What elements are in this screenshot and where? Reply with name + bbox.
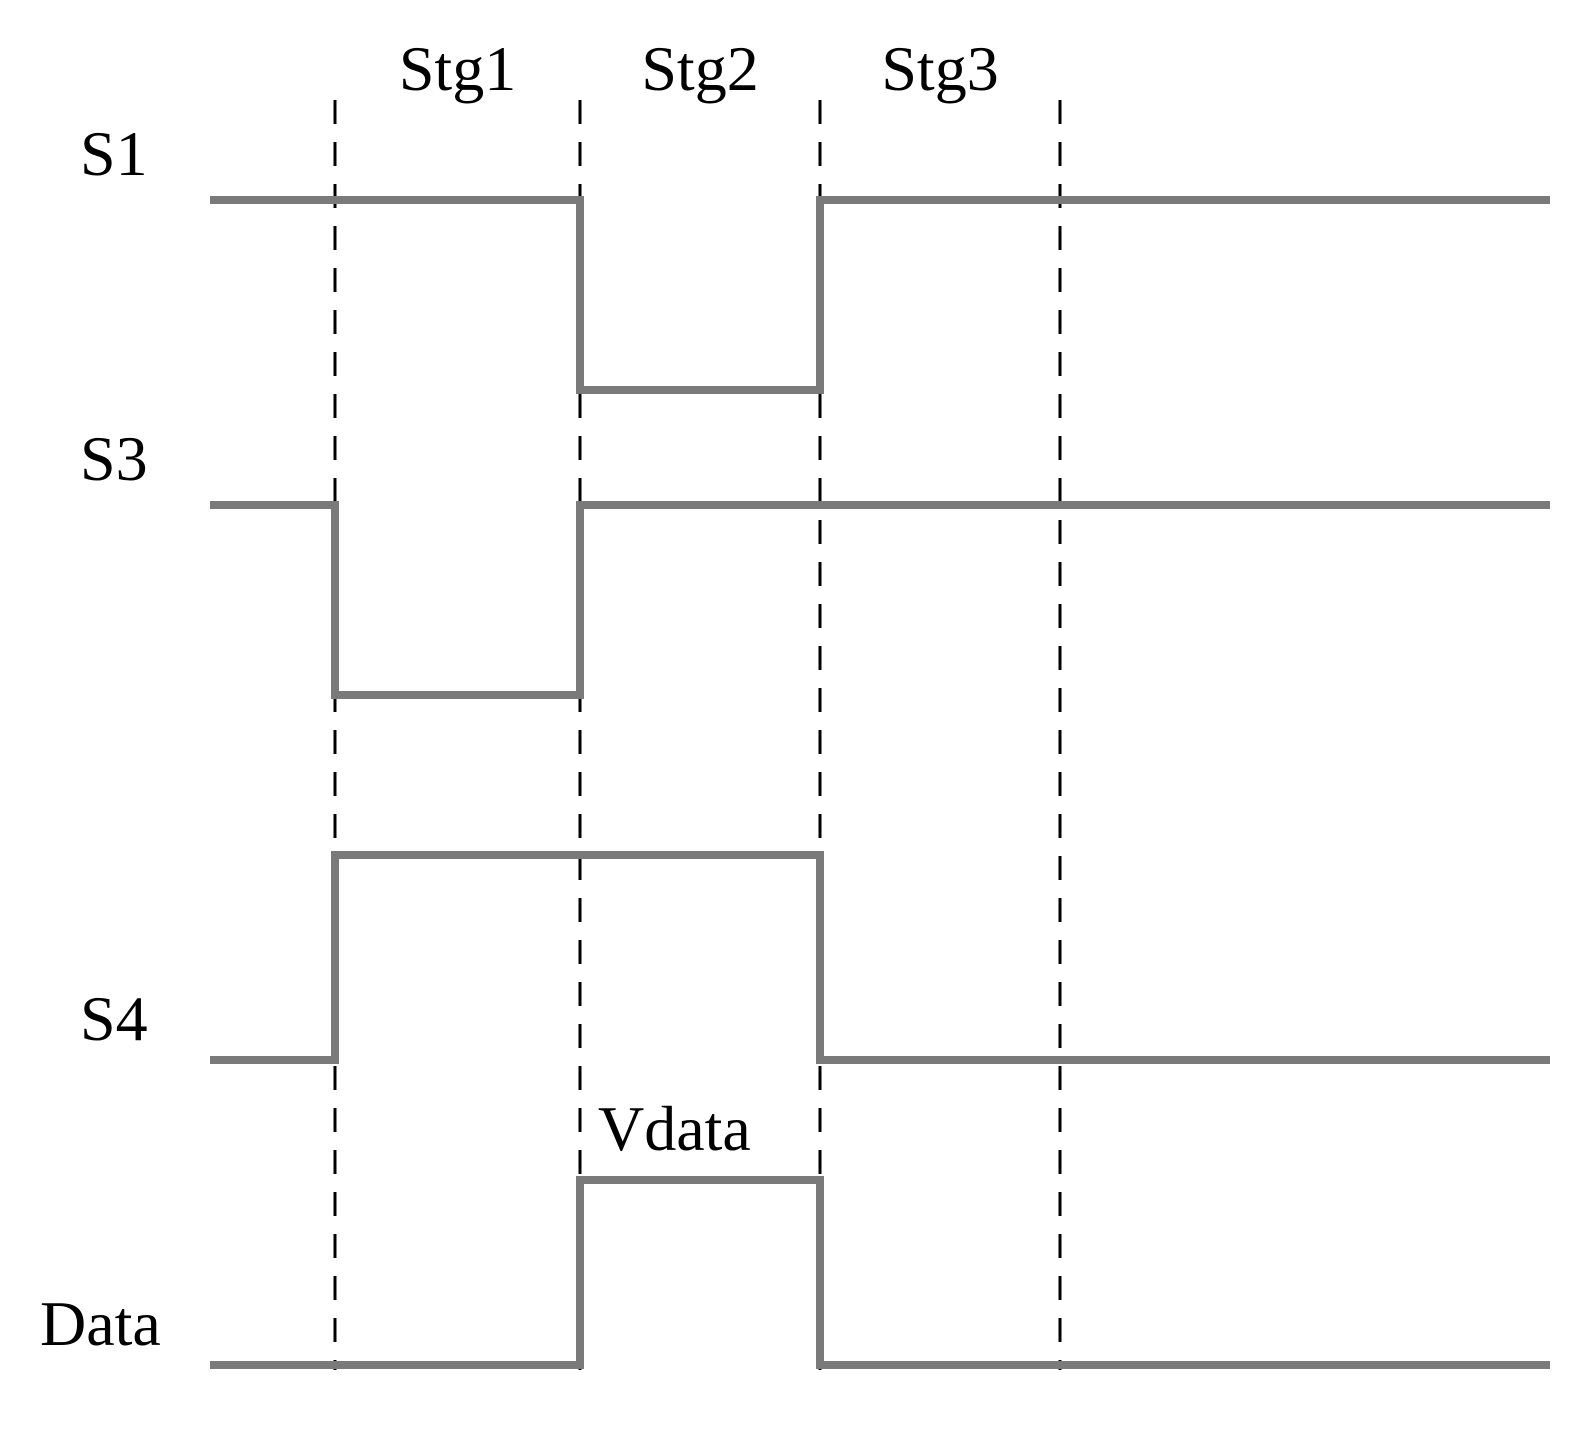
stage-label: Stg2	[641, 33, 758, 104]
stage-label: Stg1	[399, 33, 516, 104]
signal-label-s1: S1	[80, 118, 148, 189]
annotation-label: Vdata	[598, 1093, 751, 1164]
stage-label: Stg3	[881, 33, 998, 104]
signal-label-data: Data	[40, 1288, 161, 1359]
timing-diagram: Stg1 Stg2 Stg3 S1 S3 S4 Data Vdata	[0, 0, 1573, 1453]
background	[0, 0, 1573, 1453]
signal-label-s3: S3	[80, 423, 148, 494]
signal-label-s4: S4	[80, 983, 148, 1054]
